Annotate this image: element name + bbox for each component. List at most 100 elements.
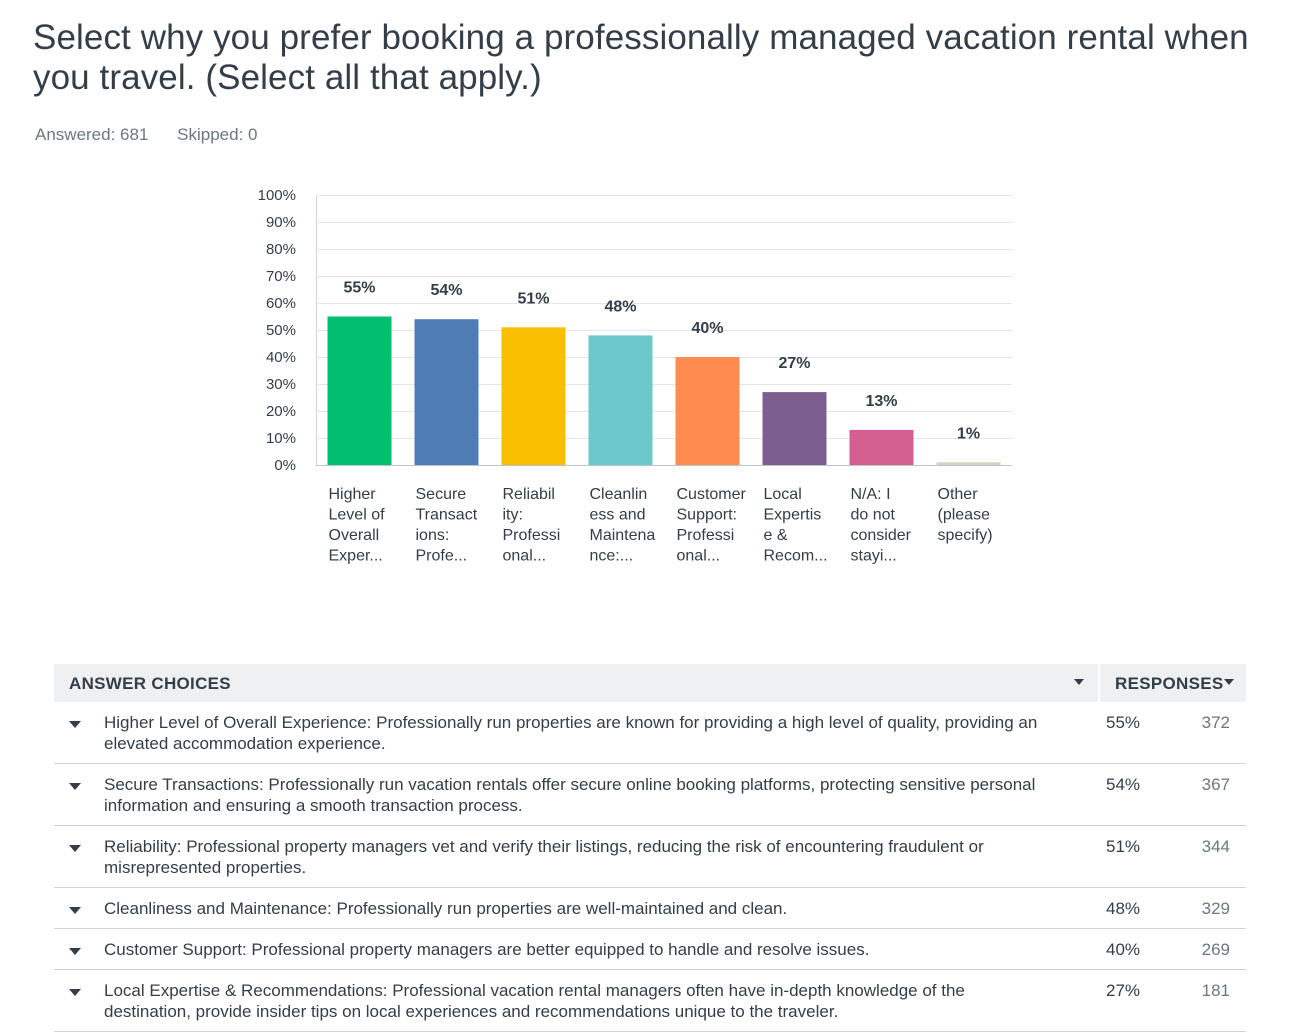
y-tick-label: 80% [266, 241, 296, 258]
bar [588, 335, 653, 465]
x-category-label: Cleanlin ess and Maintena nce:... [590, 486, 656, 565]
expand-caret-icon[interactable] [69, 783, 81, 790]
skipped-count: Skipped: 0 [177, 125, 258, 144]
x-category-label-line: Cleanlin [590, 486, 648, 503]
responses-header-label: RESPONSES [1115, 674, 1224, 693]
bar [675, 357, 740, 465]
x-category-label-line: (please [938, 507, 991, 524]
response-count: 181 [1201, 981, 1230, 1000]
y-tick-label: 20% [266, 403, 296, 420]
bar [414, 319, 479, 465]
bar [501, 327, 566, 465]
table-row[interactable]: Customer Support: Professional property … [54, 929, 1246, 970]
x-category-label: N/A: I do not consider stayi... [851, 486, 912, 565]
x-category-label-line: ions: [416, 527, 450, 544]
answer-choice-text: Higher Level of Overall Experience: Prof… [104, 713, 1038, 753]
table-row[interactable]: Cleanliness and Maintenance: Professiona… [54, 888, 1246, 929]
table-header: ANSWER CHOICES RESPONSES [54, 664, 1246, 702]
response-percent: 54% [1106, 775, 1141, 794]
expand-cell[interactable] [54, 774, 104, 816]
response-count: 372 [1201, 713, 1230, 732]
x-category-label-line: stayi... [851, 548, 897, 565]
x-category-label-line: Reliabil [503, 486, 555, 503]
x-category-label-line: ity: [503, 507, 523, 524]
x-category-label-line: Local [764, 486, 802, 503]
table-row[interactable]: Secure Transactions: Professionally run … [54, 764, 1246, 826]
answer-choice-text: Customer Support: Professional property … [104, 940, 870, 959]
response-percent: 40% [1106, 940, 1141, 959]
y-tick-label: 60% [266, 295, 296, 312]
bar [327, 316, 392, 465]
x-category-label-line: Exper... [329, 548, 383, 565]
y-tick-label: 40% [266, 349, 296, 366]
expand-caret-icon[interactable] [69, 721, 81, 728]
x-category-label-line: onal... [677, 548, 721, 565]
bar-chart: 0% 10% 20% 30% 40% 50% 60% 70% 80% 90% 100% 55% High… [258, 187, 1012, 565]
x-category-label: Secure Transact ions: Profe... [416, 486, 478, 565]
x-category-label-line: Professi [503, 527, 561, 544]
x-category-label-line: Higher [329, 486, 377, 503]
expand-caret-icon[interactable] [69, 989, 81, 996]
expand-cell[interactable] [54, 980, 104, 1022]
y-tick-label: 50% [266, 322, 296, 339]
x-category-label-line: specify) [938, 527, 993, 544]
responses-header[interactable]: RESPONSES [1100, 664, 1246, 702]
table-body: Higher Level of Overall Experience: Prof… [54, 702, 1246, 1032]
x-category-label-line: Maintena [590, 527, 656, 544]
x-category-label-line: Transact [416, 507, 478, 524]
y-tick-label: 30% [266, 376, 296, 393]
x-category-label-line: Expertis [764, 507, 822, 524]
y-tick-label: 90% [266, 214, 296, 231]
x-category-label: Higher Level of Overall Exper... [329, 486, 386, 565]
x-category-label-line: Professi [677, 527, 735, 544]
bar-value-label: 40% [691, 320, 723, 337]
x-category-label-line: Recom... [764, 548, 828, 565]
table-row[interactable]: Reliability: Professional property manag… [54, 826, 1246, 888]
question-title: Select why you prefer booking a professi… [33, 18, 1249, 97]
x-category-label-line: Other [938, 486, 979, 503]
expand-caret-icon[interactable] [69, 948, 81, 955]
table-row[interactable]: Higher Level of Overall Experience: Prof… [54, 702, 1246, 764]
y-tick-label: 10% [266, 430, 296, 447]
response-percent: 55% [1106, 713, 1141, 732]
response-percent: 27% [1106, 981, 1141, 1000]
response-count: 329 [1201, 899, 1230, 918]
x-category-label-line: Overall [329, 527, 380, 544]
x-category-label-line: onal... [503, 548, 547, 565]
y-tick-label: 0% [274, 457, 296, 474]
y-tick-label: 70% [266, 268, 296, 285]
x-category-label-line: do not [851, 507, 896, 524]
bar-value-label: 27% [778, 355, 810, 372]
bar-value-label: 1% [957, 425, 980, 442]
sort-caret-down-icon[interactable] [1074, 679, 1084, 685]
expand-cell[interactable] [54, 939, 104, 960]
bar [936, 462, 1001, 465]
y-tick-label: 100% [258, 187, 296, 204]
expand-caret-icon[interactable] [69, 845, 81, 852]
expand-caret-icon[interactable] [69, 907, 81, 914]
x-category-label-line: Level of [329, 507, 386, 524]
bar-value-label: 48% [604, 298, 636, 315]
answer-choice-text: Cleanliness and Maintenance: Professiona… [104, 899, 788, 918]
bar-value-label: 13% [865, 393, 897, 410]
x-category-label: Reliabil ity: Professi onal... [503, 486, 561, 565]
bar-value-label: 55% [343, 280, 375, 297]
x-category-label-line: Support: [677, 507, 737, 524]
table-row[interactable]: Local Expertise & Recommendations: Profe… [54, 970, 1246, 1032]
sort-caret-down-icon[interactable] [1224, 679, 1234, 685]
answer-choices-header[interactable]: ANSWER CHOICES [54, 664, 1098, 702]
answer-choice-text: Reliability: Professional property manag… [104, 837, 984, 877]
x-category-label-line: consider [851, 527, 912, 544]
answer-choice-text: Local Expertise & Recommendations: Profe… [104, 981, 965, 1021]
expand-cell[interactable] [54, 712, 104, 754]
expand-cell[interactable] [54, 836, 104, 878]
bar-value-label: 51% [517, 290, 549, 307]
expand-cell[interactable] [54, 898, 104, 919]
x-category-label-line: Profe... [416, 548, 468, 565]
response-count: 344 [1201, 837, 1230, 856]
x-category-label: Customer Support: Professi onal... [677, 486, 747, 565]
header-divider [1098, 664, 1100, 702]
bar [762, 392, 827, 465]
response-percent: 51% [1106, 837, 1141, 856]
bar [849, 429, 914, 465]
